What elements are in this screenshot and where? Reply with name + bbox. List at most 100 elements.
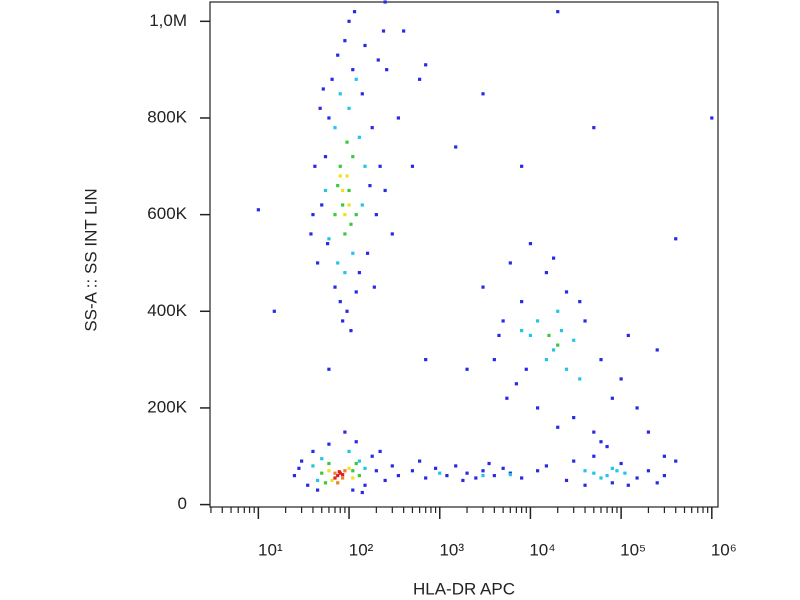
point <box>300 459 304 463</box>
point <box>347 449 351 454</box>
point <box>487 461 491 466</box>
point <box>505 396 509 400</box>
point <box>418 77 422 81</box>
point <box>520 476 524 480</box>
point <box>323 188 328 193</box>
point <box>320 471 324 475</box>
point <box>341 188 345 193</box>
point <box>454 464 458 468</box>
x-tick-label: 10⁵ <box>620 540 646 559</box>
point <box>674 459 678 463</box>
point <box>349 329 353 333</box>
point <box>465 471 469 475</box>
point <box>357 135 361 139</box>
point <box>320 457 324 461</box>
point <box>306 483 310 487</box>
point <box>351 155 355 159</box>
point <box>311 449 315 454</box>
point <box>626 483 630 487</box>
point <box>536 406 540 410</box>
point <box>524 367 528 371</box>
point <box>363 43 367 48</box>
point <box>352 10 357 14</box>
point <box>592 430 596 434</box>
point <box>327 461 331 466</box>
point <box>341 476 345 480</box>
point <box>347 106 351 110</box>
point <box>368 184 372 188</box>
point <box>390 232 394 236</box>
point <box>438 471 442 475</box>
point <box>333 126 337 130</box>
point <box>492 358 496 362</box>
point <box>351 469 355 473</box>
point <box>347 188 351 193</box>
point <box>544 464 549 468</box>
point <box>378 164 382 168</box>
y-tick-label: 800K <box>147 107 187 126</box>
point <box>564 478 569 483</box>
point <box>341 473 345 477</box>
point <box>615 469 619 473</box>
point <box>363 164 367 168</box>
point <box>327 442 331 446</box>
point <box>474 476 478 480</box>
point <box>619 377 623 381</box>
point <box>378 449 382 454</box>
point <box>610 466 614 470</box>
point <box>330 478 334 483</box>
point <box>354 77 358 81</box>
point <box>390 464 394 468</box>
point <box>357 473 361 478</box>
point <box>325 242 330 246</box>
point <box>572 338 576 342</box>
point <box>605 444 609 449</box>
point <box>605 473 609 478</box>
point <box>354 461 358 466</box>
point <box>383 188 387 193</box>
y-tick-label: 200K <box>147 397 187 416</box>
point <box>272 309 276 313</box>
point <box>297 466 301 470</box>
point <box>635 406 639 410</box>
point <box>501 466 505 470</box>
point <box>402 29 406 33</box>
point <box>592 454 596 458</box>
plot-frame <box>209 1 719 508</box>
point <box>347 19 351 23</box>
point <box>674 237 678 241</box>
point <box>396 473 400 478</box>
point <box>578 377 582 381</box>
x-tick-label: 10¹ <box>258 540 283 559</box>
point <box>445 473 449 478</box>
point <box>383 0 387 4</box>
point <box>655 481 659 485</box>
point <box>481 285 485 289</box>
point <box>433 466 438 470</box>
point <box>424 63 428 67</box>
point <box>333 471 337 475</box>
point <box>501 319 505 323</box>
point <box>536 469 540 473</box>
point <box>327 237 331 241</box>
point <box>330 77 334 81</box>
point <box>646 430 651 434</box>
point <box>492 473 496 478</box>
point <box>410 469 415 473</box>
point <box>583 483 587 487</box>
point <box>374 469 378 473</box>
point <box>315 261 320 265</box>
point <box>347 466 351 470</box>
point <box>333 213 337 217</box>
point <box>345 174 349 178</box>
point <box>520 300 524 304</box>
point <box>623 471 627 475</box>
x-tick-label: 10³ <box>439 540 464 559</box>
x-tick-label: 10² <box>349 540 374 559</box>
point <box>556 425 560 429</box>
point <box>363 483 367 487</box>
point <box>363 466 367 470</box>
point <box>338 174 342 178</box>
point <box>396 116 400 120</box>
point <box>374 213 378 217</box>
